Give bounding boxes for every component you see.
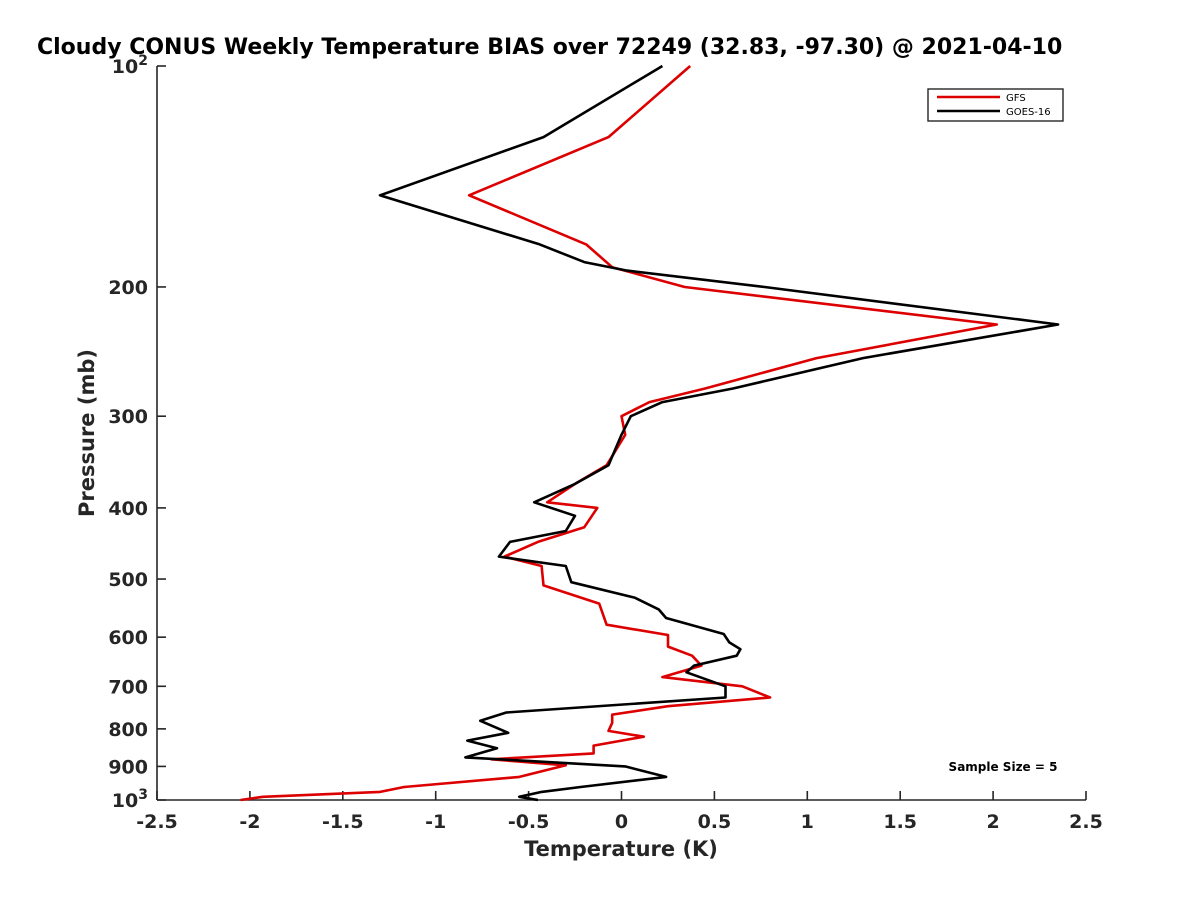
series-line-goes-16 [378, 64, 1060, 802]
series-layer [240, 64, 1060, 802]
chart-title: Cloudy CONUS Weekly Temperature BIAS ove… [37, 35, 1062, 60]
x-tick-label: -0.5 [508, 811, 550, 833]
x-axis-ticks: -2.5 -2 -1.5 -1 -0.5 0 0.5 1 1.5 2 2.5 [136, 791, 1103, 833]
y-tick-label: 600 [108, 627, 148, 649]
y-tick-label: 102 [112, 53, 148, 78]
y-tick-label: 103 [112, 787, 148, 812]
x-tick-label: 0.5 [698, 811, 732, 833]
x-tick-label: 2 [986, 811, 999, 833]
legend-label: GOES-16 [1006, 107, 1051, 118]
sample-size-annotation: Sample Size = 5 [949, 760, 1058, 774]
x-tick-label: -2.5 [136, 811, 178, 833]
y-tick-label: 200 [108, 277, 148, 299]
y-tick-label: 700 [108, 676, 148, 698]
legend-label: GFS [1006, 93, 1026, 104]
y-axis-ticks: 102 200 300 400 500 600 700 800 900 103 [108, 53, 166, 812]
y-axis-label: Pressure (mb) [75, 349, 99, 517]
y-tick-label: 300 [108, 406, 148, 428]
y-tick-label: 900 [108, 756, 148, 778]
series-line-gfs [240, 65, 999, 802]
legend-box [927, 88, 1064, 122]
y-tick-label: 500 [108, 569, 148, 591]
x-tick-label: -1.5 [322, 811, 364, 833]
x-tick-label: 0 [615, 811, 628, 833]
y-tick-label: 400 [108, 498, 148, 520]
x-tick-label: 1 [801, 811, 814, 833]
x-axis-label: Temperature (K) [524, 837, 718, 861]
x-tick-label: 2.5 [1069, 811, 1103, 833]
x-tick-label: -2 [239, 811, 260, 833]
x-tick-label: -1 [425, 811, 446, 833]
legend: GFS GOES-16 [927, 88, 1064, 122]
y-tick-label: 800 [108, 719, 148, 741]
x-tick-label: 1.5 [883, 811, 917, 833]
